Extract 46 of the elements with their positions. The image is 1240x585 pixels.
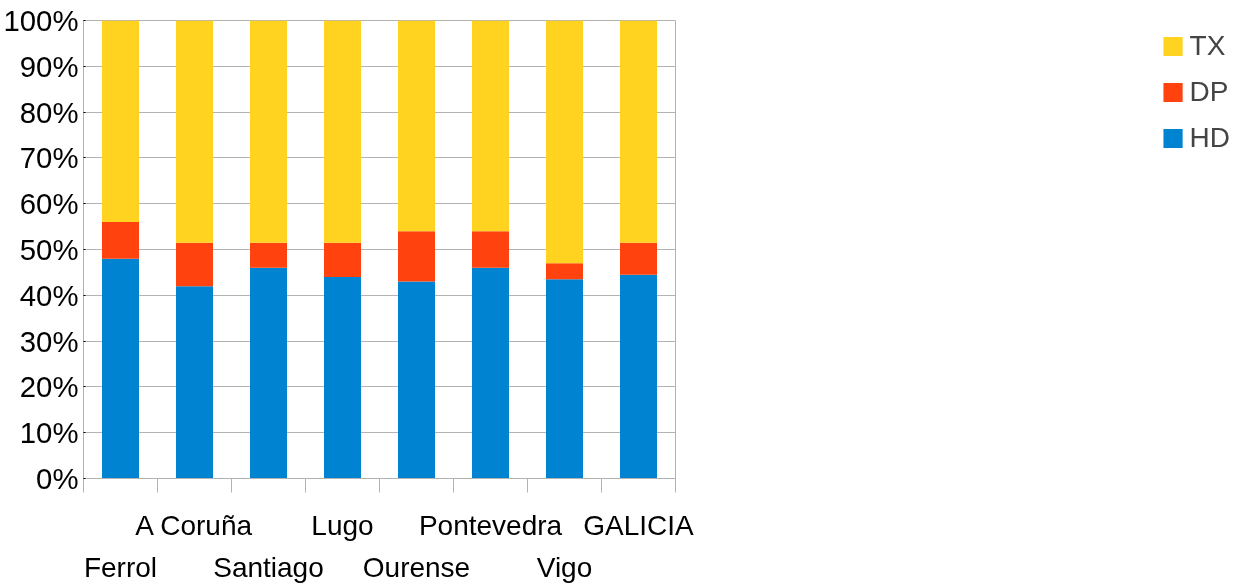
- x-tick-label: A Coruña: [135, 509, 253, 541]
- x-tick-label: Santiago: [213, 551, 324, 583]
- bar: [398, 281, 435, 479]
- bar: [546, 279, 583, 479]
- bar: [176, 286, 213, 479]
- legend-label: HD: [1189, 122, 1230, 154]
- y-tick-label: 0%: [36, 462, 79, 495]
- bar: [620, 20, 657, 243]
- legend-label: TX: [1189, 30, 1226, 62]
- x-tick-label: Lugo: [311, 509, 374, 541]
- bar: [620, 242, 657, 275]
- bar: [472, 267, 509, 479]
- y-tick-label: 10%: [19, 416, 79, 450]
- y-tick-label: 50%: [19, 233, 79, 266]
- y-tick-label: 90%: [19, 49, 79, 83]
- bar: [324, 276, 361, 479]
- y-tick-label: 30%: [19, 324, 79, 358]
- bar: [472, 20, 509, 232]
- x-tick-label: Pontevedra: [418, 509, 563, 541]
- bar: [324, 242, 361, 277]
- bar: [398, 231, 435, 282]
- y-tick-label: 100%: [3, 4, 79, 37]
- y-tick-label: 70%: [19, 141, 79, 175]
- bar: [546, 20, 583, 264]
- x-tick-label: Vigo: [536, 551, 593, 583]
- y-tick-label: 40%: [19, 278, 79, 312]
- y-tick-label: 80%: [19, 95, 79, 129]
- y-tick-label: 60%: [19, 187, 79, 221]
- bar: [620, 274, 657, 479]
- bar: [102, 20, 139, 223]
- bar: [250, 242, 287, 268]
- bar: [102, 258, 139, 479]
- bar: [102, 222, 139, 259]
- x-tick-label: Ferrol: [83, 551, 158, 583]
- bar: [250, 267, 287, 479]
- x-tick-label: GALICIA: [583, 509, 695, 541]
- x-tick-label: Ourense: [362, 551, 471, 583]
- bar: [324, 20, 361, 243]
- y-tick-label: 20%: [19, 370, 79, 404]
- legend-label: DP: [1189, 76, 1229, 108]
- bar: [176, 242, 213, 287]
- bar: [250, 20, 287, 243]
- bar: [176, 20, 213, 243]
- bar: [546, 263, 583, 280]
- bar: [398, 20, 435, 232]
- bar: [472, 231, 509, 268]
